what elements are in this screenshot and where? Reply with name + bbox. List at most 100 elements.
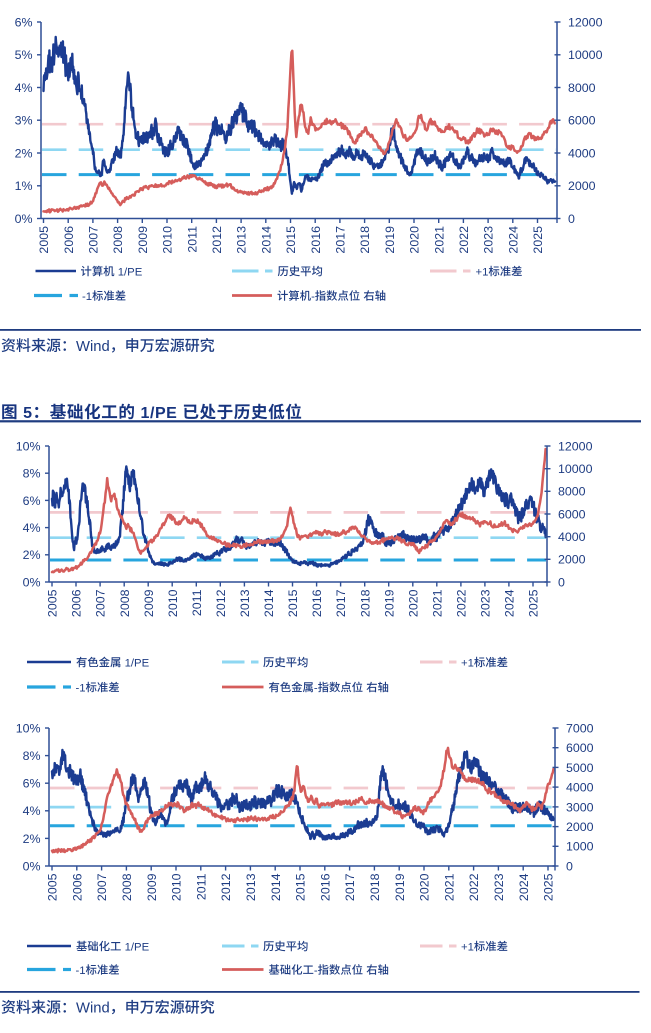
svg-text:6000: 6000: [566, 741, 594, 755]
svg-text:2017: 2017: [334, 226, 348, 254]
svg-text:6%: 6%: [15, 15, 33, 29]
svg-text:1%: 1%: [15, 179, 33, 193]
svg-text:2021: 2021: [432, 226, 446, 254]
svg-text:2005: 2005: [37, 226, 51, 254]
svg-text:3000: 3000: [566, 800, 594, 814]
svg-text:2020: 2020: [408, 226, 422, 254]
svg-text:Wind: Wind: [76, 339, 110, 355]
svg-text:1000: 1000: [566, 840, 594, 854]
svg-text:0%: 0%: [23, 575, 41, 589]
svg-text:8000: 8000: [568, 81, 596, 95]
svg-text:2021: 2021: [430, 589, 444, 617]
svg-text:2015: 2015: [294, 873, 308, 901]
svg-text:2019: 2019: [393, 873, 407, 901]
svg-text:2018: 2018: [358, 226, 372, 254]
svg-text:2023: 2023: [479, 589, 493, 617]
svg-text:2016: 2016: [309, 226, 323, 254]
svg-text:7000: 7000: [566, 721, 594, 735]
svg-text:4000: 4000: [568, 146, 596, 160]
svg-text:8000: 8000: [558, 485, 586, 499]
svg-text:+1: +1: [461, 941, 474, 953]
svg-text:2012: 2012: [214, 589, 228, 617]
svg-text:2015: 2015: [284, 226, 298, 254]
svg-text:5000: 5000: [566, 761, 594, 775]
svg-text:3%: 3%: [15, 114, 33, 128]
svg-text:2010: 2010: [161, 226, 175, 254]
svg-text:2017: 2017: [343, 873, 357, 901]
svg-text:2013: 2013: [244, 873, 258, 901]
svg-text:2014: 2014: [269, 873, 283, 901]
svg-text:-1: -1: [76, 965, 86, 977]
svg-text:2018: 2018: [358, 589, 372, 617]
svg-text:2000: 2000: [568, 179, 596, 193]
svg-text:10%: 10%: [16, 721, 41, 735]
svg-text:2025: 2025: [531, 226, 545, 254]
svg-text:2007: 2007: [95, 873, 109, 901]
svg-text:2012: 2012: [219, 873, 233, 901]
svg-text:2024: 2024: [506, 226, 520, 254]
svg-text:2%: 2%: [23, 832, 41, 846]
svg-text:8%: 8%: [23, 749, 41, 763]
svg-text:2014: 2014: [262, 589, 276, 617]
svg-text:2%: 2%: [15, 146, 33, 160]
svg-text:5: 5: [23, 405, 32, 422]
svg-text:2009: 2009: [145, 873, 159, 901]
svg-text:2025: 2025: [542, 873, 556, 901]
svg-text:1/PE: 1/PE: [125, 941, 150, 953]
svg-text:2011: 2011: [190, 589, 204, 616]
svg-text:2000: 2000: [566, 820, 594, 834]
svg-text:4000: 4000: [566, 781, 594, 795]
svg-text:2019: 2019: [382, 589, 396, 617]
svg-text:4%: 4%: [15, 81, 33, 95]
svg-text:2011: 2011: [185, 226, 199, 253]
svg-text:2008: 2008: [111, 226, 125, 254]
svg-text:-: -: [314, 965, 318, 977]
svg-text:1/PE: 1/PE: [118, 266, 143, 278]
svg-text:0: 0: [568, 212, 575, 226]
svg-text:6000: 6000: [558, 507, 586, 521]
svg-text:12000: 12000: [568, 15, 603, 29]
svg-text:-: -: [314, 682, 318, 694]
svg-text:0%: 0%: [15, 212, 33, 226]
svg-text:2024: 2024: [503, 589, 517, 617]
svg-text:+1: +1: [461, 657, 474, 669]
svg-text:2008: 2008: [120, 873, 134, 901]
svg-text:2025: 2025: [527, 589, 541, 617]
svg-text:4%: 4%: [23, 804, 41, 818]
svg-text:2019: 2019: [383, 226, 397, 254]
svg-text:-: -: [311, 291, 315, 303]
svg-text:2018: 2018: [368, 873, 382, 901]
svg-text:2020: 2020: [418, 873, 432, 901]
svg-text:0: 0: [566, 859, 573, 873]
svg-text:2024: 2024: [517, 873, 531, 901]
svg-text:2017: 2017: [334, 589, 348, 617]
svg-text:2022: 2022: [455, 589, 469, 617]
svg-text:6%: 6%: [23, 494, 41, 508]
svg-text:2022: 2022: [467, 873, 481, 901]
svg-text:6000: 6000: [568, 114, 596, 128]
svg-text:2007: 2007: [94, 589, 108, 617]
svg-text:2023: 2023: [482, 226, 496, 254]
svg-text:10%: 10%: [16, 439, 41, 453]
svg-text:2013: 2013: [238, 589, 252, 617]
svg-text:4000: 4000: [558, 530, 586, 544]
svg-text:1/PE: 1/PE: [141, 405, 178, 422]
svg-text:6%: 6%: [23, 777, 41, 791]
svg-text:0: 0: [558, 575, 565, 589]
svg-text:1/PE: 1/PE: [125, 657, 150, 669]
svg-text:2011: 2011: [194, 873, 208, 900]
svg-text:2016: 2016: [318, 873, 332, 901]
svg-text:-1: -1: [76, 682, 86, 694]
svg-text:2012: 2012: [210, 226, 224, 254]
svg-text:0%: 0%: [23, 859, 41, 873]
svg-text:2023: 2023: [492, 873, 506, 901]
svg-text:10000: 10000: [558, 462, 593, 476]
svg-text:2005: 2005: [46, 873, 60, 901]
svg-text:2009: 2009: [142, 589, 156, 617]
svg-text:2010: 2010: [166, 589, 180, 617]
svg-text:2000: 2000: [558, 553, 586, 567]
svg-text:8%: 8%: [23, 467, 41, 481]
svg-text:2014: 2014: [259, 226, 273, 254]
svg-text:2006: 2006: [70, 873, 84, 901]
svg-text:2009: 2009: [136, 226, 150, 254]
